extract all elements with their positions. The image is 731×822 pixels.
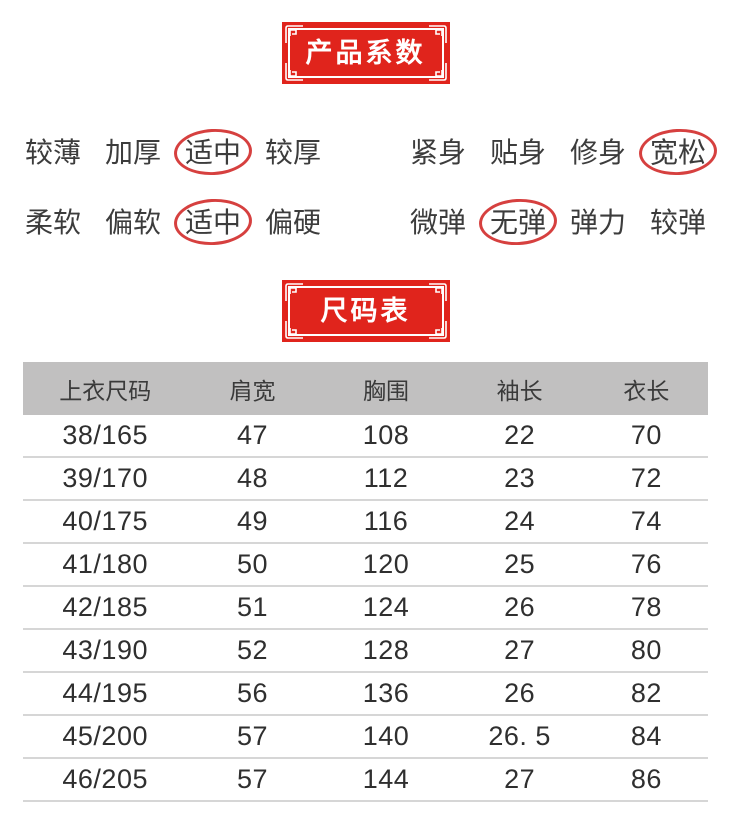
value-cell: 82 — [584, 672, 708, 716]
value-cell: 26. 5 — [454, 715, 585, 759]
value-cell: 72 — [584, 457, 708, 501]
scroll-corner-icon — [284, 321, 303, 339]
value-cell: 49 — [187, 500, 318, 544]
product-detail-page: 产品系数 较薄 加厚 适中 较厚 紧身 贴身 修身 宽松 柔软 偏软 适中 偏硬… — [0, 22, 731, 822]
size-cell: 41/180 — [23, 543, 188, 587]
value-cell: 136 — [317, 672, 455, 716]
fit-options: 紧身 贴身 修身 宽松 — [410, 138, 706, 168]
value-cell: 140 — [317, 715, 455, 759]
coefficient-option-selected: 宽松 — [649, 137, 706, 168]
value-cell: 76 — [584, 543, 708, 587]
coefficient-option: 较弹 — [649, 207, 706, 238]
value-cell: 26 — [454, 672, 585, 716]
value-cell: 86 — [584, 758, 708, 802]
value-cell: 22 — [454, 415, 585, 458]
value-cell: 57 — [187, 715, 318, 759]
header-cell-sleeve: 袖长 — [454, 362, 585, 415]
value-cell: 27 — [454, 629, 585, 673]
coefficient-option: 较厚 — [265, 137, 322, 168]
size-cell: 42/185 — [23, 586, 188, 630]
value-cell: 84 — [584, 715, 708, 759]
banner-title: 尺码表 — [320, 295, 411, 326]
coefficient-option: 偏硬 — [265, 207, 322, 238]
value-cell: 78 — [584, 586, 708, 630]
scroll-corner-icon — [428, 63, 447, 81]
value-cell: 108 — [317, 415, 455, 458]
value-cell: 52 — [187, 629, 318, 673]
size-cell: 39/170 — [23, 457, 188, 501]
value-cell: 48 — [187, 457, 318, 501]
table-row: 41/180 50 120 25 76 — [23, 543, 708, 587]
size-cell: 44/195 — [23, 672, 188, 716]
banner-title: 产品系数 — [305, 37, 426, 68]
coefficient-option-selected: 适中 — [185, 137, 242, 168]
coefficient-option: 修身 — [569, 137, 626, 168]
coefficient-option: 加厚 — [105, 137, 162, 168]
coefficient-option: 弹力 — [569, 207, 626, 238]
value-cell: 120 — [317, 543, 455, 587]
scroll-corner-icon — [284, 283, 303, 301]
header-cell-length: 衣长 — [584, 362, 708, 415]
value-cell: 24 — [454, 500, 585, 544]
value-cell: 112 — [317, 457, 455, 501]
scroll-corner-icon — [428, 283, 447, 301]
coefficient-option: 较薄 — [25, 137, 82, 168]
size-cell: 45/200 — [23, 715, 188, 759]
table-row: 38/165 47 108 22 70 — [23, 415, 708, 458]
elasticity-options: 微弹 无弹 弹力 较弹 — [410, 208, 706, 238]
table-row: 39/170 48 112 23 72 — [23, 457, 708, 501]
softness-options: 柔软 偏软 适中 偏硬 — [25, 208, 321, 238]
size-cell: 38/165 — [23, 415, 188, 458]
value-cell: 74 — [584, 500, 708, 544]
table-row: 44/195 56 136 26 82 — [23, 672, 708, 716]
value-cell: 25 — [454, 543, 585, 587]
table-row: 40/175 49 116 24 74 — [23, 500, 708, 544]
size-cell: 46/205 — [23, 758, 188, 802]
thickness-options: 较薄 加厚 适中 较厚 — [25, 138, 321, 168]
banner-product-coefficients: 产品系数 — [281, 22, 450, 84]
value-cell: 50 — [187, 543, 318, 587]
coefficient-option: 偏软 — [105, 207, 162, 238]
value-cell: 47 — [187, 415, 318, 458]
header-cell-size: 上衣尺码 — [23, 362, 188, 415]
value-cell: 26 — [454, 586, 585, 630]
header-cell-chest: 胸围 — [317, 362, 455, 415]
coefficient-row-softness-elasticity: 柔软 偏软 适中 偏硬 微弹 无弹 弹力 较弹 — [0, 208, 731, 238]
value-cell: 144 — [317, 758, 455, 802]
coefficient-option: 柔软 — [25, 207, 82, 238]
value-cell: 23 — [454, 457, 585, 501]
scroll-corner-icon — [284, 63, 303, 81]
value-cell: 51 — [187, 586, 318, 630]
value-cell: 56 — [187, 672, 318, 716]
value-cell: 70 — [584, 415, 708, 458]
size-cell: 40/175 — [23, 500, 188, 544]
header-cell-shoulder: 肩宽 — [187, 362, 318, 415]
size-cell: 43/190 — [23, 629, 188, 673]
value-cell: 80 — [584, 629, 708, 673]
coefficient-option: 紧身 — [409, 137, 466, 168]
value-cell: 57 — [187, 758, 318, 802]
coefficient-option-selected: 无弹 — [489, 207, 546, 238]
scroll-corner-icon — [428, 321, 447, 339]
value-cell: 124 — [317, 586, 455, 630]
value-cell: 116 — [317, 500, 455, 544]
banner-size-chart: 尺码表 — [281, 280, 450, 342]
value-cell: 128 — [317, 629, 455, 673]
table-row: 43/190 52 128 27 80 — [23, 629, 708, 673]
value-cell: 27 — [454, 758, 585, 802]
coefficient-row-thickness-fit: 较薄 加厚 适中 较厚 紧身 贴身 修身 宽松 — [0, 138, 731, 168]
coefficient-option-selected: 适中 — [185, 207, 242, 238]
scroll-corner-icon — [428, 25, 447, 43]
size-chart-table: 上衣尺码 肩宽 胸围 袖长 衣长 38/165 47 108 22 70 39/… — [23, 362, 708, 802]
table-row: 42/185 51 124 26 78 — [23, 586, 708, 630]
coefficient-option: 微弹 — [409, 207, 466, 238]
coefficient-option: 贴身 — [489, 137, 546, 168]
size-chart-header-row: 上衣尺码 肩宽 胸围 袖长 衣长 — [23, 362, 708, 415]
table-row: 45/200 57 140 26. 5 84 — [23, 715, 708, 759]
table-row: 46/205 57 144 27 86 — [23, 758, 708, 802]
scroll-corner-icon — [284, 25, 303, 43]
